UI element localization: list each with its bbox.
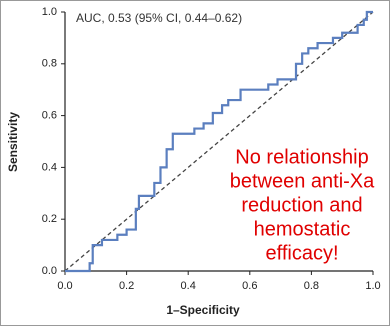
annotation: AUC, 0.53 (95% CI, 0.44–0.62) [76, 11, 242, 25]
callout-line: reduction and [241, 194, 362, 216]
x-axis-label: 1–Specificity [166, 303, 240, 317]
y-tick-label: 0.8 [42, 58, 57, 70]
callout-line: efficacy! [266, 242, 339, 264]
x-tick-label: 0.2 [119, 280, 134, 292]
y-tick-label: 0.4 [42, 161, 57, 173]
y-tick-label: 0.2 [42, 213, 57, 225]
y-axis-label: Sensitivity [6, 112, 20, 172]
x-tick-label: 0.6 [242, 280, 257, 292]
x-tick-label: 1.0 [365, 280, 380, 292]
x-tick-label: 0.4 [181, 280, 196, 292]
y-tick-label: 1.0 [42, 6, 57, 18]
x-tick-label: 0.0 [57, 280, 72, 292]
y-tick-label: 0.6 [42, 110, 57, 122]
callout-line: between anti-Xa [230, 170, 375, 192]
y-tick-label: 0.0 [42, 265, 57, 277]
callout-line: No relationship [235, 146, 368, 168]
x-tick-label: 0.8 [304, 280, 319, 292]
callout-line: hemostatic [254, 218, 351, 240]
roc-curve [65, 10, 373, 273]
